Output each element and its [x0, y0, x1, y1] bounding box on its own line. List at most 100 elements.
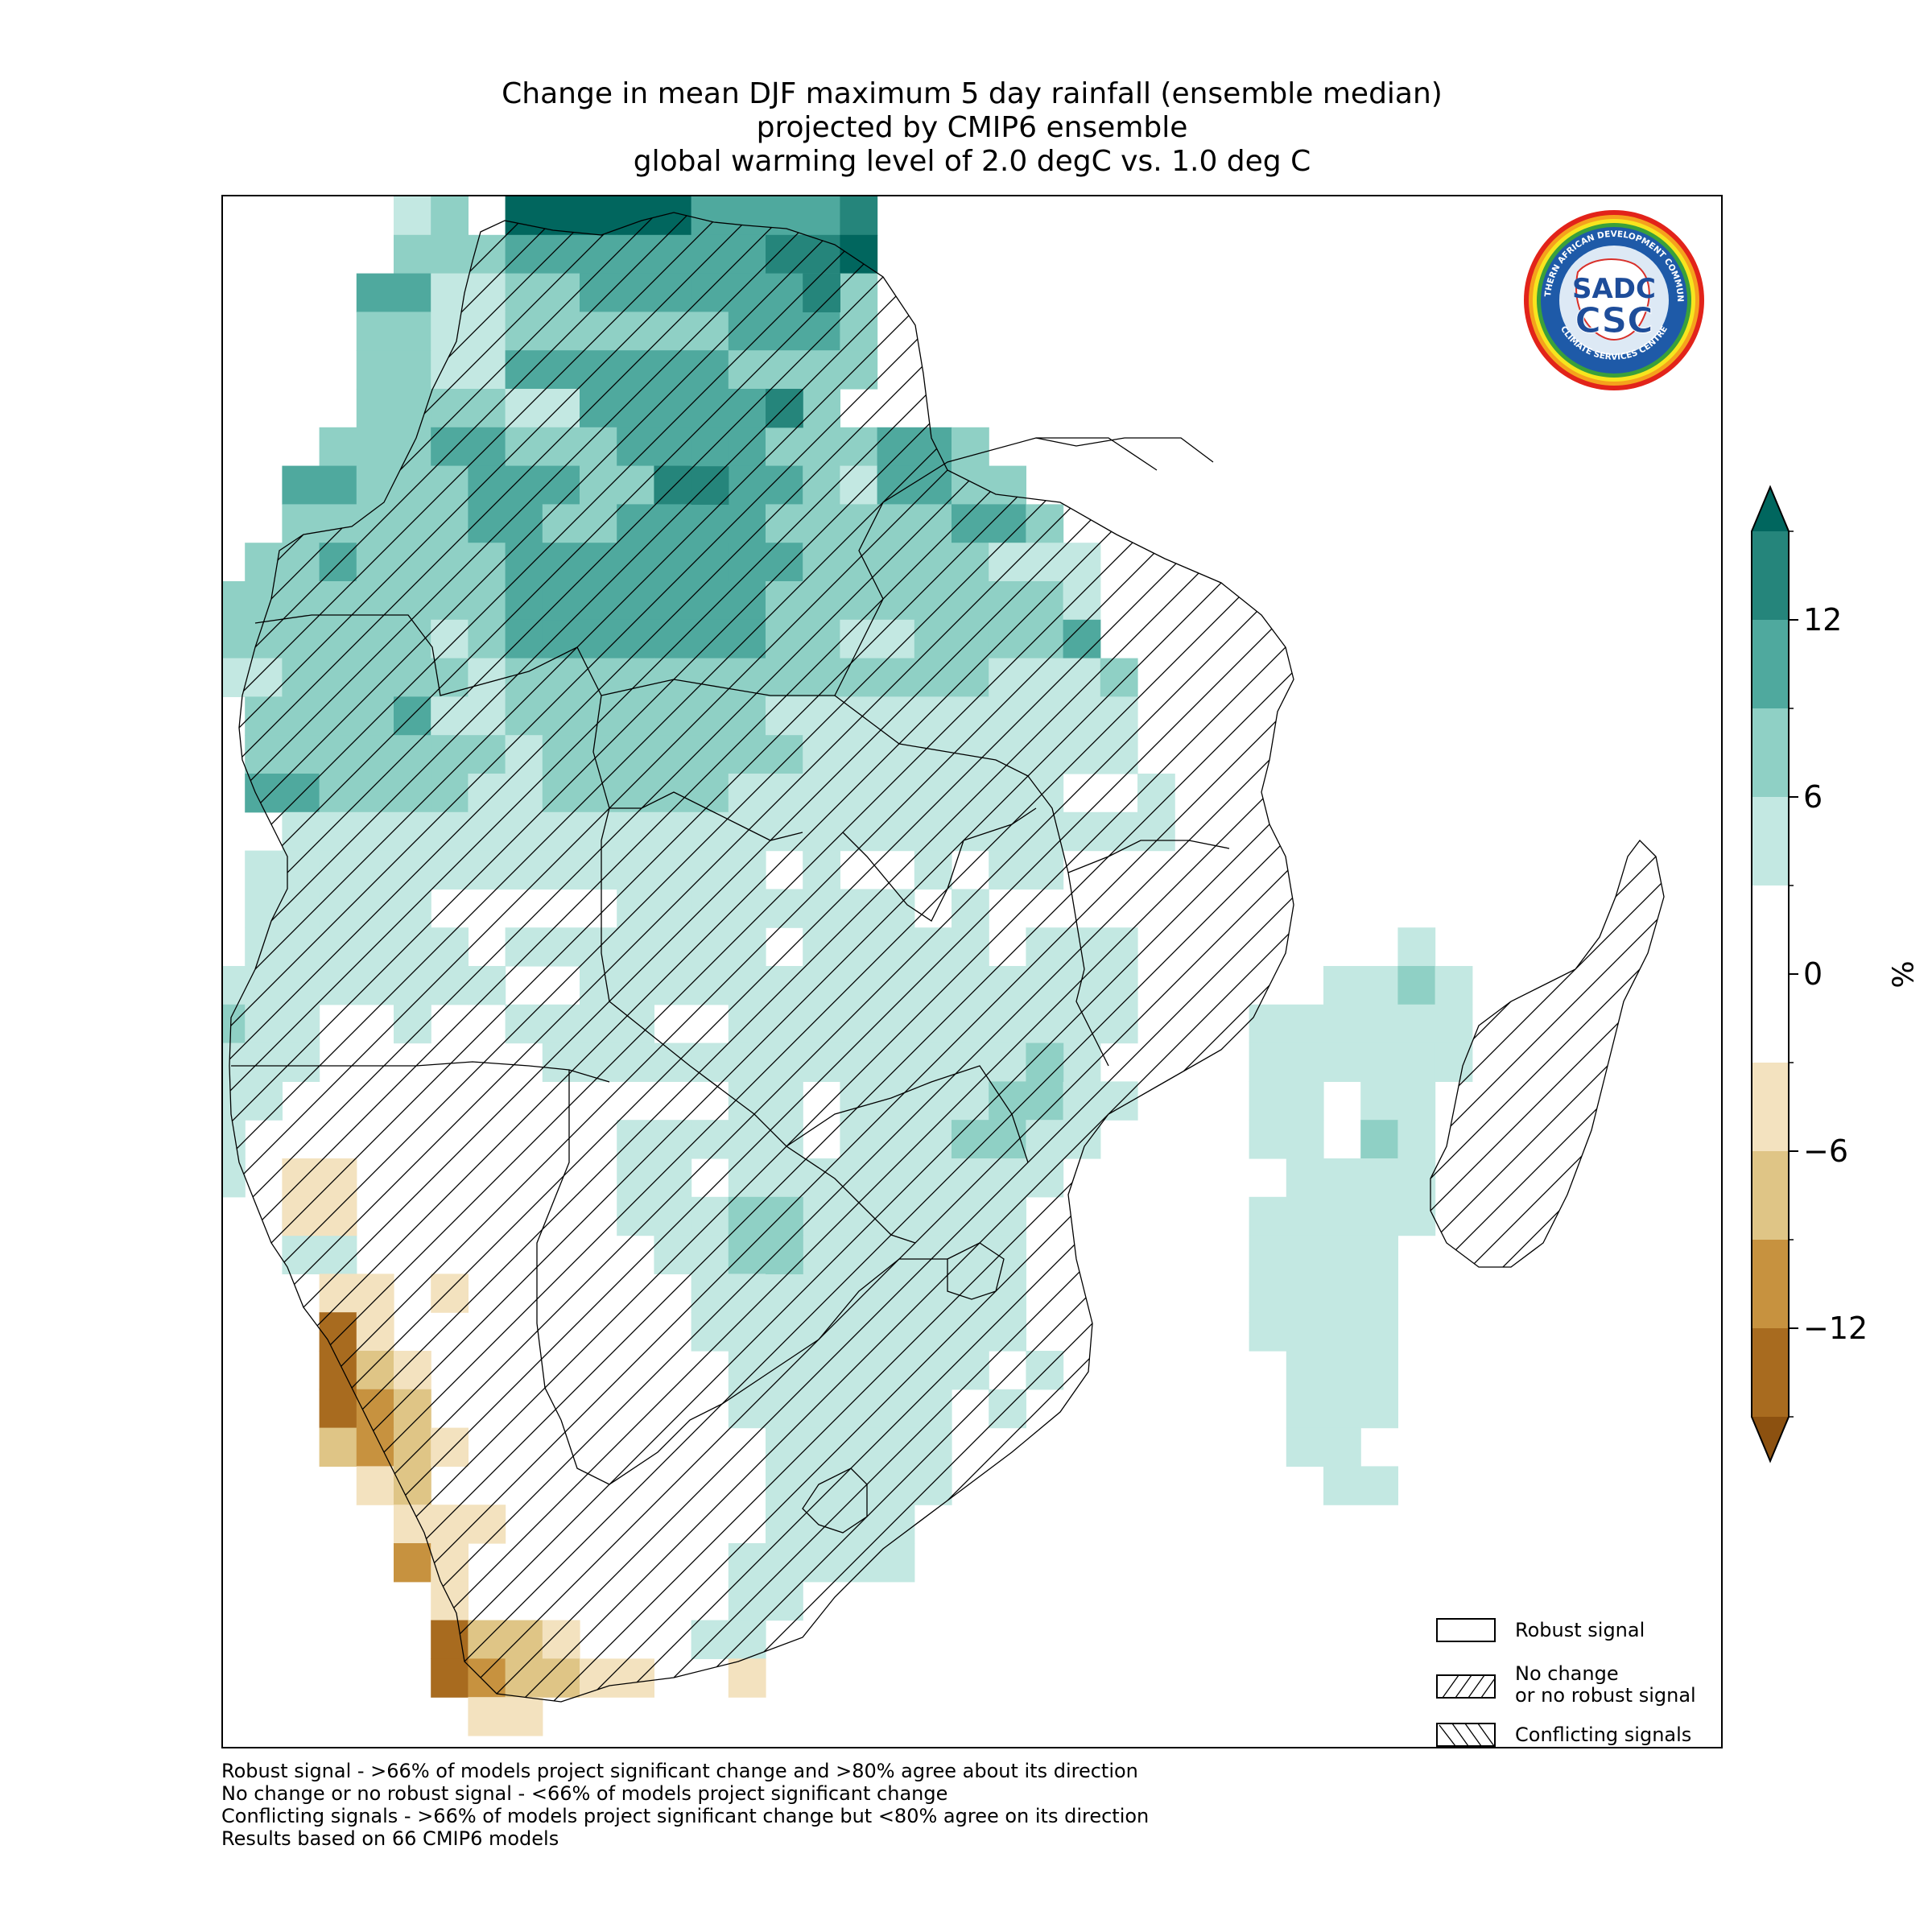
rainfall-cell — [1360, 1196, 1436, 1236]
logo-monogram-top: SADC — [1572, 273, 1656, 305]
colorbar-segment — [1752, 1328, 1789, 1417]
colorbar-extend-min — [1752, 1417, 1789, 1461]
footnote-robust: Robust signal - >66% of models project s… — [221, 1760, 1138, 1782]
border-line — [786, 1065, 1029, 1163]
chart-title: Change in mean DJF maximum 5 day rainfal… — [221, 77, 1723, 179]
border-line — [802, 1468, 868, 1534]
border-line — [601, 679, 835, 696]
rainfall-cell — [1397, 927, 1436, 967]
border-line — [1067, 840, 1230, 873]
legend-item-robust: Robust signal — [1435, 1615, 1708, 1655]
legend-label-no-change-1: No change — [1515, 1662, 1619, 1685]
colorbar-tick-label: −12 — [1803, 1311, 1868, 1346]
rainfall-cell — [1249, 1120, 1324, 1159]
rainfall-cell — [1249, 1312, 1398, 1352]
rainfall-cell — [1249, 1004, 1473, 1044]
rainfall-cell — [1323, 1466, 1398, 1505]
legend-label-conflicting: Conflicting signals — [1515, 1724, 1692, 1746]
colorbar-segment — [1752, 1063, 1789, 1151]
rainfall-cell — [1249, 1042, 1398, 1082]
colorbar-tick-label: 0 — [1803, 956, 1823, 992]
legend-label-robust: Robust signal — [1515, 1619, 1645, 1641]
colorbar-segment — [1752, 886, 1789, 1063]
rainfall-cell — [1397, 1042, 1436, 1082]
rainfall-cell — [1360, 1081, 1436, 1121]
colorbar-segment — [1752, 797, 1789, 886]
colorbar: 12 6 0 −6 −12 — [1751, 485, 1868, 1463]
border-line — [834, 695, 1029, 777]
legend-item-no-change: No change or no robust signal — [1435, 1658, 1708, 1708]
border-line — [1035, 437, 1214, 463]
rainfall-cell — [431, 196, 469, 236]
colorbar-segment — [1752, 1240, 1789, 1328]
title-line-1: Change in mean DJF maximum 5 day rainfal… — [502, 77, 1443, 110]
rainfall-cell — [1249, 1235, 1398, 1274]
rainfall-cell — [356, 1466, 394, 1505]
rainfall-cell — [1249, 1081, 1324, 1121]
rainfall-cell — [1286, 1158, 1436, 1198]
rainfall-cell — [319, 1389, 357, 1429]
logo-monogram-bottom: CSC — [1575, 300, 1653, 341]
legend-swatch-robust — [1436, 1618, 1496, 1642]
map-canvas — [223, 196, 1665, 1736]
rainfall-cell — [1323, 966, 1398, 1005]
border-line — [609, 791, 803, 841]
colorbar-segment — [1752, 620, 1789, 708]
colorbar-tick-label: −6 — [1803, 1133, 1848, 1169]
rainfall-cell — [394, 1543, 431, 1583]
rainfall-cell — [1249, 1196, 1324, 1236]
legend-label-no-change-2: or no robust signal — [1515, 1684, 1696, 1707]
rainfall-cell — [1286, 1351, 1398, 1390]
border-line — [721, 1089, 916, 1244]
rainfall-cell — [1435, 966, 1473, 1005]
title-line-2: projected by CMIP6 ensemble — [756, 111, 1188, 144]
rainfall-cell — [1249, 1274, 1398, 1313]
colorbar-extend-max — [1752, 487, 1789, 531]
rainfall-cell — [468, 1697, 543, 1736]
border-line — [834, 437, 1158, 696]
rainfall-cell — [431, 1658, 469, 1698]
rainfall-cell — [356, 273, 431, 312]
legend-swatch-no-change — [1436, 1674, 1496, 1699]
footnote-no-change: No change or no robust signal - <66% of … — [221, 1782, 948, 1805]
colorbar-tick-label: 6 — [1803, 779, 1823, 815]
border-line — [947, 1242, 1005, 1300]
rainfall-cell — [840, 196, 878, 236]
colorbar-segment — [1752, 1151, 1789, 1240]
colorbar-segment — [1752, 531, 1789, 620]
rainfall-cell — [282, 465, 357, 505]
colorbar-tick-label: 12 — [1803, 602, 1842, 638]
border-line — [229, 212, 1294, 1703]
rainfall-cell — [356, 350, 431, 390]
rainfall-cell — [1397, 966, 1436, 1005]
border-line — [842, 807, 1037, 922]
rainfall-cell — [952, 427, 989, 467]
border-line — [601, 807, 723, 1091]
border-line — [1027, 775, 1109, 1067]
rainfall-cell — [1360, 1120, 1398, 1159]
footnote-conflicting: Conflicting signals - >66% of models pro… — [221, 1805, 1150, 1827]
rainfall-cell — [319, 1427, 357, 1467]
rainfall-cell — [1286, 1389, 1398, 1429]
border-line — [560, 1258, 947, 1485]
legend-swatch-conflicting — [1436, 1723, 1496, 1747]
title-line-3: global warming level of 2.0 degC vs. 1.0… — [633, 145, 1311, 178]
rainfall-cell — [1323, 1196, 1361, 1236]
colorbar-segment — [1752, 708, 1789, 797]
border-line — [536, 1070, 570, 1421]
sadc-csc-logo: SOUTHERN AFRICAN DEVELOPMENT COMMUNITY C… — [1517, 200, 1707, 393]
rainfall-cell — [394, 196, 431, 236]
rainfall-cell — [356, 312, 431, 351]
border-line — [254, 614, 610, 809]
map-panel — [221, 195, 1723, 1748]
country-borders — [229, 212, 1665, 1703]
rainfall-cell — [1286, 1427, 1361, 1467]
rainfall-cell — [1397, 1120, 1436, 1159]
rainfall-cell — [356, 389, 431, 428]
border-line — [1430, 840, 1665, 1268]
colorbar-unit-label: % — [1887, 960, 1921, 989]
footnotes: Robust signal - >66% of models project s… — [221, 1760, 1149, 1850]
footnote-models: Results based on 66 CMIP6 models — [221, 1827, 559, 1850]
hatching-legend: Robust signal No change or no robust sig… — [1435, 1615, 1708, 1747]
legend-item-conflicting: Conflicting signals — [1435, 1719, 1708, 1760]
